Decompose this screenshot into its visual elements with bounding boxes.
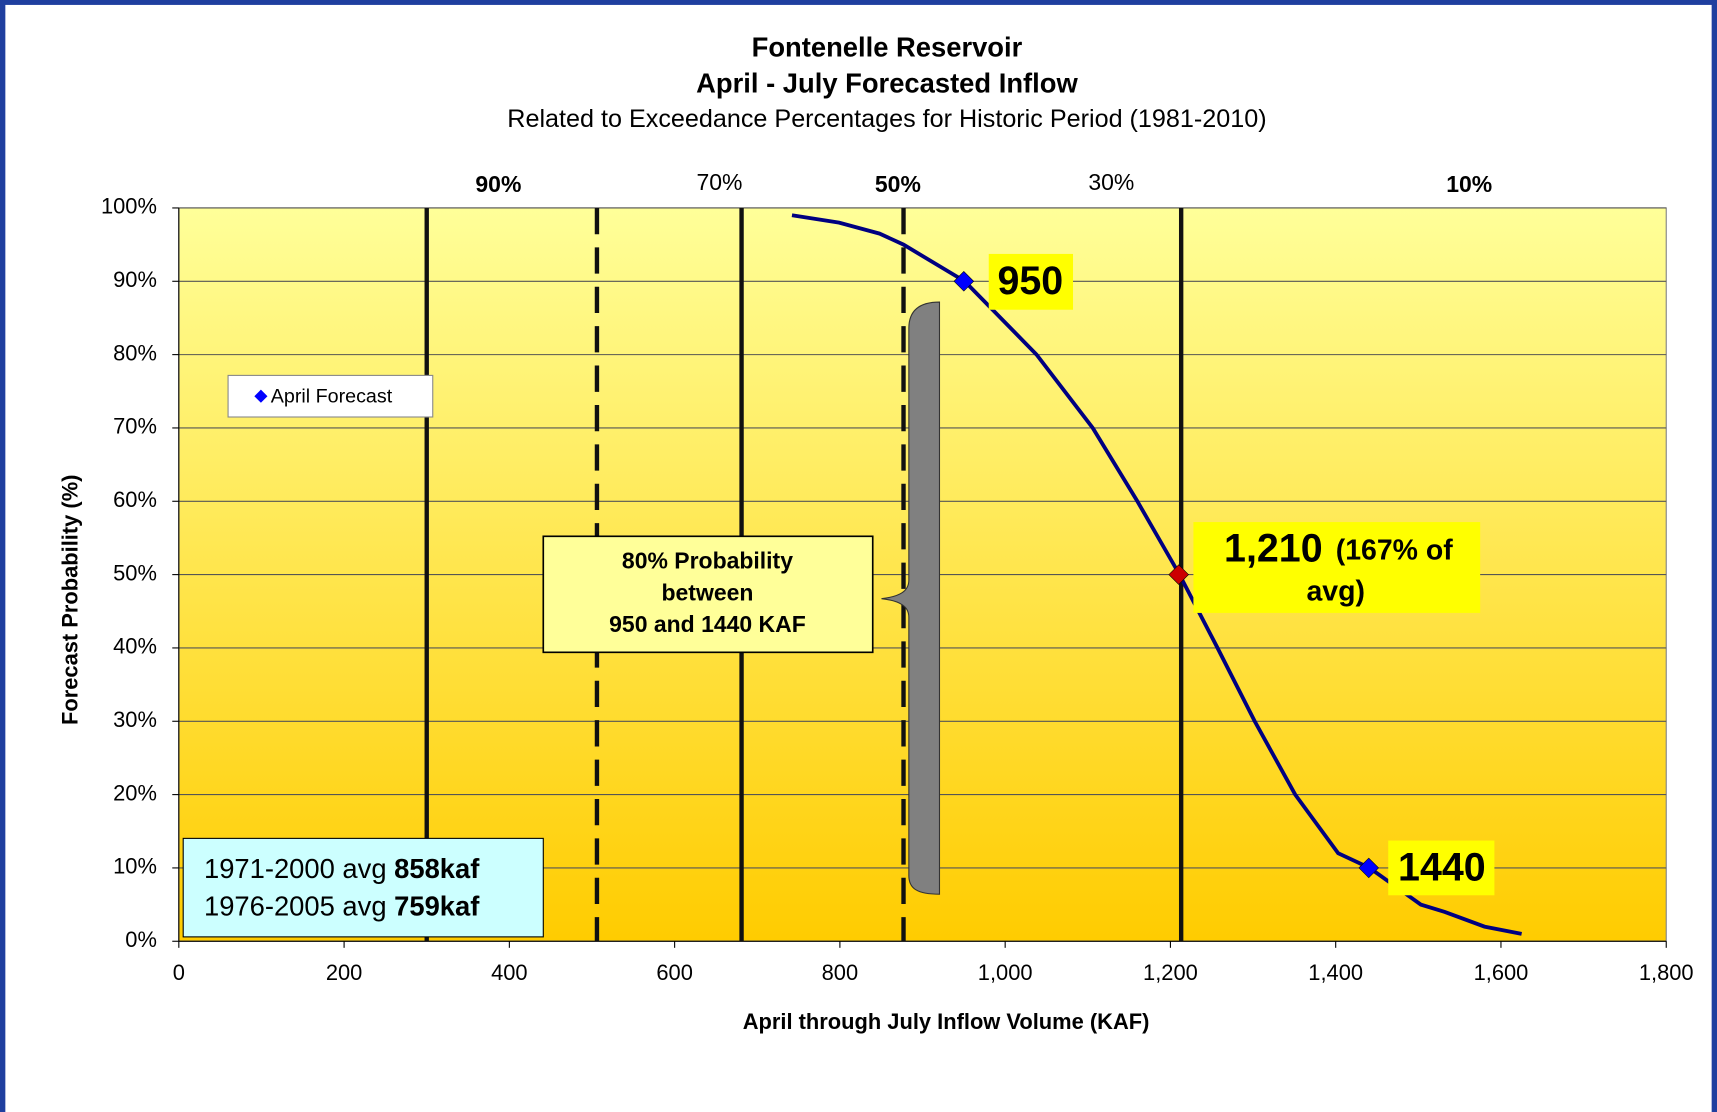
y-tick-label: 20% [113,780,157,805]
point-note: (167% of [1336,534,1453,566]
forecast-point [1358,857,1379,879]
x-tick-label: 1,600 [1474,960,1529,985]
avg-label: 1976-2005 avg [204,891,394,922]
x-tick-label: 600 [656,960,693,985]
x-tick-label: 1,400 [1308,960,1363,985]
y-tick-label: 80% [113,340,157,365]
range-text: 80% Probability [622,548,793,574]
label-box [988,253,1074,310]
x-tick-label: 1,000 [978,960,1033,985]
y-tick-label: 40% [113,634,157,659]
exceedance-label: 50% [875,171,921,197]
x-axis-label: April through July Inflow Volume (KAF) [743,1009,1150,1034]
y-tick-label: 70% [113,414,157,439]
point-label: 1,210 (167% of [1224,527,1453,571]
y-tick-label: 60% [113,487,157,512]
point-value: 1,210 [1224,527,1323,571]
chart-subtitle: Related to Exceedance Percentages for Hi… [507,105,1266,133]
legend-label: April Forecast [271,386,393,408]
avg-value: 759kaf [394,891,480,922]
exceedance-label: 30% [1088,169,1134,195]
exceedance-label: 10% [1446,171,1492,197]
range-text: between [662,579,754,605]
avg-text: 1976-2005 avg 759kaf [204,891,480,922]
range-text: 950 and 1440 KAF [609,611,806,637]
label-box [1388,840,1495,896]
chart-title: Fontenelle Reservoir [752,31,1023,62]
avg-text: 1971-2000 avg 858kaf [204,853,480,884]
exceedance-label: 70% [697,169,743,195]
avg-label: 1971-2000 avg [204,853,394,884]
x-tick-label: 1,800 [1639,960,1694,985]
point-label: 1440 [1398,846,1486,890]
y-axis-label: Forecast Probability (%) [57,475,82,725]
y-tick-label: 50% [113,560,157,585]
exceedance-label: 90% [475,171,521,197]
y-tick-label: 10% [113,854,157,879]
x-tick-label: 0 [173,960,185,985]
x-tick-label: 1,200 [1143,960,1198,985]
y-tick-label: 90% [113,267,157,292]
label-box [1193,522,1481,613]
forecast-point [953,271,975,292]
y-tick-label: 30% [113,707,157,732]
y-tick-label: 0% [125,927,157,952]
chart-title: April - July Forecasted Inflow [696,68,1078,99]
x-tick-label: 400 [491,960,528,985]
x-tick-label: 800 [822,960,859,985]
point-note: avg) [1306,576,1364,608]
legend-marker [254,389,268,403]
point-label: 950 [997,259,1063,303]
forecast-point [1168,564,1189,585]
x-tick-label: 200 [326,960,362,985]
y-tick-label: 100% [101,194,157,219]
avg-box [182,837,544,938]
range-box [542,535,874,654]
brace [881,301,941,895]
avg-value: 858kaf [394,853,480,884]
